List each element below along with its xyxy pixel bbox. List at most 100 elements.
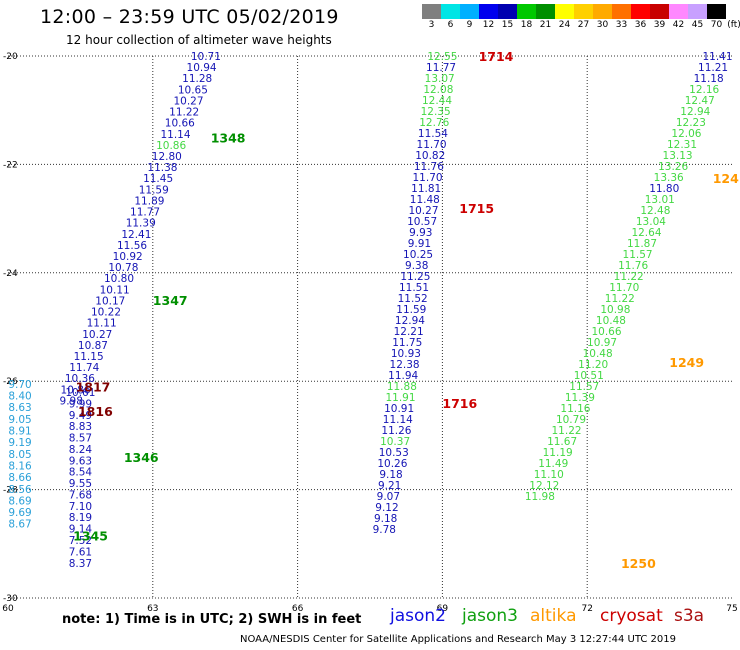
wave-height-value: 9.38 (405, 260, 428, 272)
wave-height-value: 8.83 (69, 421, 92, 433)
wave-height-value: 12.94 (680, 106, 710, 118)
wave-height-value: 13.07 (425, 73, 455, 85)
wave-height-value: 9.12 (375, 502, 398, 514)
wave-height-value: 11.25 (400, 271, 430, 283)
wave-height-value: 8.05 (8, 449, 31, 461)
wave-height-value: 12.35 (421, 106, 451, 118)
wave-height-value: 11.70 (609, 282, 639, 294)
wave-height-value: 12.55 (427, 51, 457, 63)
wave-height-value: 9.18 (379, 469, 402, 481)
wave-height-value: 13.26 (658, 161, 688, 173)
wave-height-value: 11.91 (385, 392, 415, 404)
scale-label: 30 (596, 20, 609, 30)
wave-height-value: 11.48 (410, 194, 440, 206)
wave-height-value: 9.14 (69, 524, 93, 536)
wave-height-value: 11.76 (414, 161, 444, 173)
wave-height-value: 11.77 (130, 207, 160, 219)
pass-time-label: 1249 (669, 355, 704, 370)
y-tick-label: -30 (3, 594, 18, 604)
wave-height-value: 10.27 (82, 329, 112, 341)
scale-label: 15 (501, 20, 514, 30)
wave-height-value: 12.76 (419, 117, 449, 129)
wave-height-value: 11.38 (147, 162, 177, 174)
wave-height-value: 13.13 (663, 150, 693, 162)
x-tick-label: 69 (437, 604, 449, 614)
y-tick-label: -20 (3, 52, 18, 62)
scale-swatch (441, 4, 460, 19)
wave-height-value: 11.26 (381, 425, 411, 437)
wave-height-value: 11.57 (569, 381, 599, 393)
wave-height-value: 10.82 (415, 150, 445, 162)
scale-swatch (650, 4, 669, 19)
wave-height-value: 10.66 (165, 118, 195, 130)
scale-swatch (460, 4, 479, 19)
wave-height-value: 10.78 (108, 262, 138, 274)
scale-swatch (631, 4, 650, 19)
y-tick-label: -26 (3, 377, 18, 387)
wave-height-value: 10.53 (379, 447, 409, 459)
wave-height-value: 12.41 (121, 229, 151, 241)
wave-height-value: 10.22 (91, 307, 121, 319)
wave-height-value: 9.49 (69, 410, 92, 422)
scale-swatch (612, 4, 631, 19)
x-tick-label: 75 (726, 604, 737, 614)
y-tick-label: -24 (3, 269, 18, 279)
wave-height-value: 12.16 (689, 84, 719, 96)
wave-height-value: 9.55 (69, 478, 92, 490)
scale-label: 3 (428, 20, 435, 30)
legend-jason3: jason3 (462, 606, 518, 626)
scale-label: 42 (672, 20, 685, 30)
scale-swatch (498, 4, 517, 19)
wave-height-value: 11.19 (543, 447, 573, 459)
scale-label: 24 (558, 20, 571, 30)
scale-swatch (574, 4, 593, 19)
wave-height-value: 11.10 (534, 469, 564, 481)
wave-height-value: 9.07 (377, 491, 400, 503)
legend-s3a: s3a (674, 606, 705, 626)
x-tick-label: 63 (147, 604, 158, 614)
footer-note: note: 1) Time is in UTC; 2) SWH is in fe… (62, 612, 362, 627)
wave-height-value: 11.54 (418, 128, 448, 140)
wave-height-value: 11.52 (398, 293, 428, 305)
pass-time-label: 1345 (73, 529, 108, 544)
pass-time-label: 1347 (153, 293, 188, 308)
wave-height-value: 10.61 (65, 387, 95, 399)
wave-height-value: 12.80 (152, 151, 182, 163)
wave-height-value: 11.56 (117, 240, 147, 252)
scale-label: 27 (577, 20, 590, 30)
scale-swatch (593, 4, 612, 19)
wave-height-value: 11.70 (413, 172, 443, 184)
wave-height-value: 11.20 (578, 359, 608, 371)
wave-height-value: 8.91 (8, 426, 31, 438)
wave-height-value: 8.24 (69, 444, 93, 456)
wave-height-value: 8.54 (69, 467, 93, 479)
y-tick-label: -28 (3, 486, 18, 496)
scale-swatch (669, 4, 688, 19)
wave-height-value: 9.21 (378, 480, 401, 492)
pass-time-label: 1346 (124, 450, 159, 465)
wave-height-value: 11.70 (417, 139, 447, 151)
scale-label: 18 (520, 20, 533, 30)
wave-height-value: 11.14 (160, 129, 190, 141)
legend-jason2: jason2 (390, 606, 446, 626)
wave-height-value: 11.80 (649, 183, 679, 195)
wave-height-value: 10.57 (407, 216, 437, 228)
wave-height-value: 11.49 (538, 458, 568, 470)
wave-height-value: 11.22 (169, 107, 199, 119)
wave-height-value: 10.66 (591, 326, 621, 338)
wave-height-value: 12.08 (423, 84, 453, 96)
wave-height-value: 7.61 (69, 546, 92, 558)
wave-height-value: 11.45 (143, 173, 173, 185)
x-tick-label: 66 (292, 604, 304, 614)
wave-height-value: 11.39 (126, 218, 156, 230)
wave-height-value: 10.80 (104, 273, 134, 285)
color-scale-labels: 3 6 9 12 15 18 21 24 27 30 33 36 39 42 45 70 (ft) (422, 20, 740, 30)
scale-swatch (688, 4, 707, 19)
wave-height-value: 10.27 (173, 95, 203, 107)
wave-height-value: 8.69 (8, 495, 31, 507)
wave-height-value: 11.22 (614, 271, 644, 283)
wave-height-value: 11.77 (426, 62, 456, 74)
wave-height-value: 11.57 (623, 249, 653, 261)
wave-height-value: 11.28 (182, 73, 212, 85)
